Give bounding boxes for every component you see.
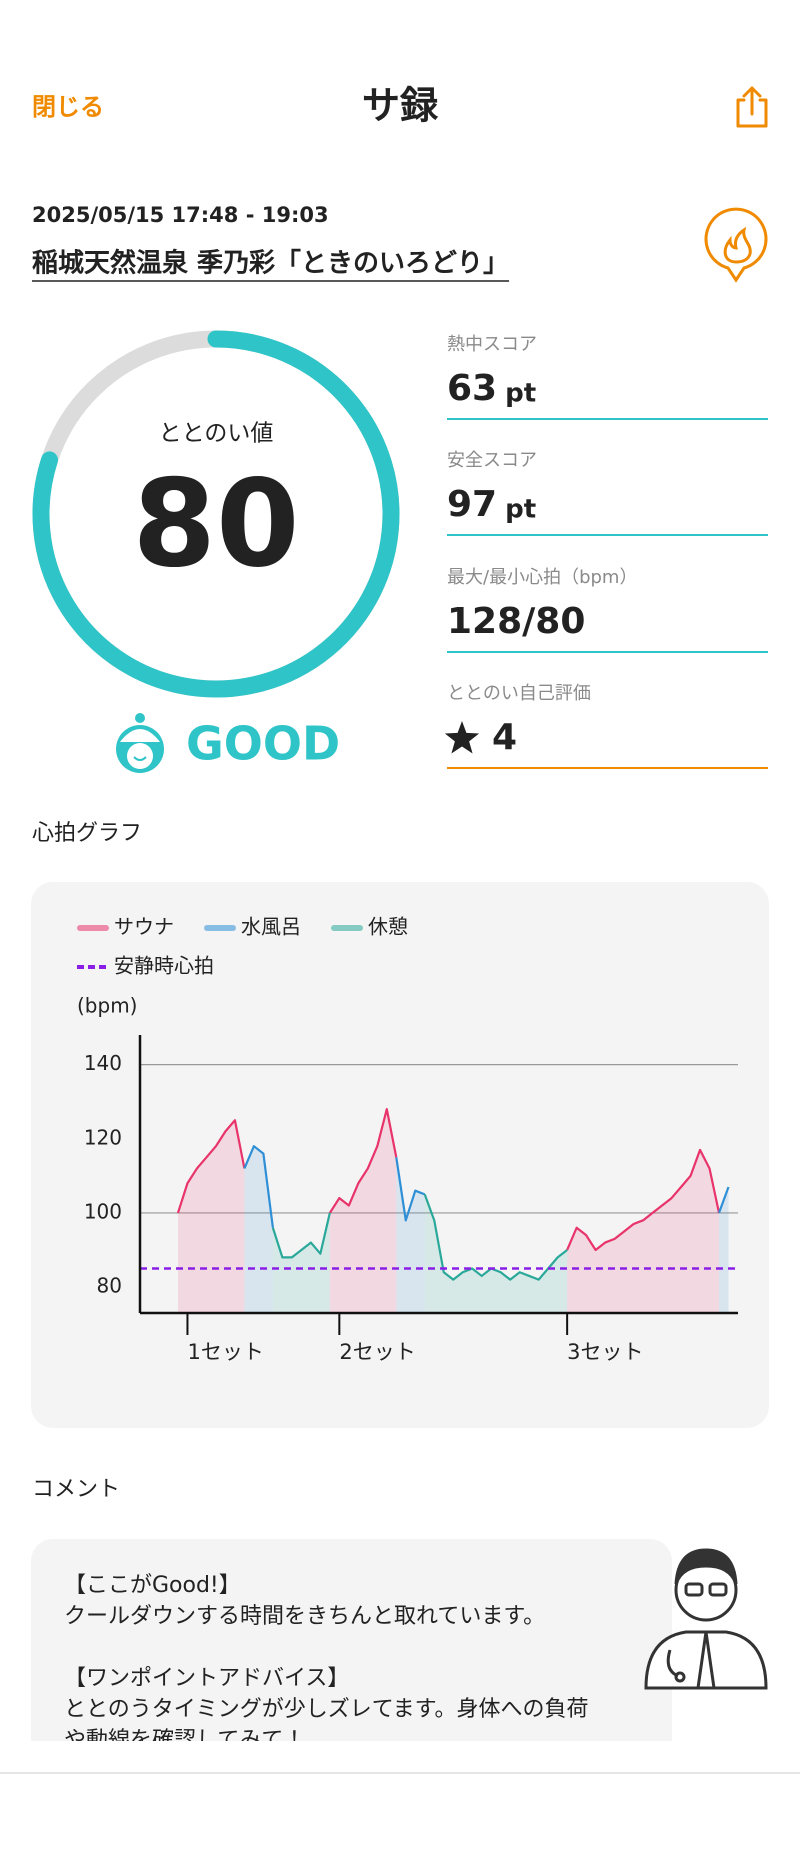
y-axis-label: (bpm)	[77, 994, 137, 1018]
legend-label: サウナ	[114, 915, 174, 939]
metric-label: 熱中スコア	[447, 334, 537, 355]
metric-label: ととのい自己評価	[447, 683, 591, 704]
mascot-icon	[116, 713, 164, 773]
series-area	[177, 1109, 720, 1313]
gauge-arc	[32, 330, 400, 698]
series-line	[271, 1194, 568, 1281]
share-button[interactable]	[736, 86, 768, 128]
x-tick-label: 3セット	[567, 1340, 643, 1364]
comment-line: や動線を確認してみて！	[64, 1728, 305, 1753]
series-line	[243, 1145, 730, 1228]
y-tick-label: 120	[84, 1125, 122, 1149]
star-icon	[444, 721, 480, 754]
page-title: サ録	[362, 84, 439, 128]
comment-line: 【ここがGood!】	[64, 1573, 241, 1598]
y-tick-label: 80	[97, 1274, 122, 1298]
x-tick-label: 2セット	[339, 1340, 415, 1364]
legend-label: 水風呂	[241, 915, 301, 939]
comment-line: ととのうタイミングが少しズレてます。身体への負荷	[64, 1697, 588, 1722]
comment-card: 【ここがGood!】クールダウンする時間をきちんと取れています。【ワンポイントア…	[31, 1539, 672, 1753]
y-tick-label: 140	[84, 1051, 122, 1075]
venue-link[interactable]: 稲城天然温泉 季乃彩「ときのいろどり」	[32, 248, 509, 279]
comment-line: クールダウンする時間をきちんと取れています。	[64, 1604, 545, 1629]
metric-value: 4	[492, 717, 517, 758]
metric-value: 97	[447, 484, 497, 525]
legend-swatch	[331, 925, 363, 931]
metric-value: 128/80	[447, 601, 585, 642]
sauna-icon	[704, 207, 768, 283]
gauge-label: ととのい値	[159, 421, 274, 447]
y-tick-label: 100	[84, 1199, 122, 1223]
comment-bg	[31, 1539, 672, 1741]
comment-line: 【ワンポイントアドバイス】	[64, 1666, 349, 1691]
legend-label: 休憩	[368, 915, 408, 939]
close-button[interactable]: 閉じる	[32, 93, 104, 121]
legend-swatch	[204, 925, 236, 931]
chart-card	[31, 882, 769, 1428]
rating: GOOD	[186, 717, 340, 771]
advisor-icon	[644, 1548, 768, 1690]
gauge-value: 80	[133, 456, 300, 595]
series-area	[272, 1194, 568, 1313]
section-title: 心拍グラフ	[32, 821, 142, 846]
metric-label: 最大/最小心拍（bpm）	[447, 567, 637, 588]
series-line	[176, 1108, 721, 1252]
metric-value: 63	[447, 368, 497, 409]
session-datetime: 2025/05/15 17:48 - 19:03	[32, 203, 329, 227]
legend-label: 安静時心拍	[114, 954, 214, 978]
section-title: コメント	[32, 1477, 120, 1502]
legend-swatch	[77, 925, 109, 931]
metric-unit: pt	[505, 379, 536, 409]
x-tick-label: 1セット	[187, 1340, 263, 1364]
metric-label: 安全スコア	[447, 450, 537, 471]
metric-unit: pt	[505, 495, 536, 525]
